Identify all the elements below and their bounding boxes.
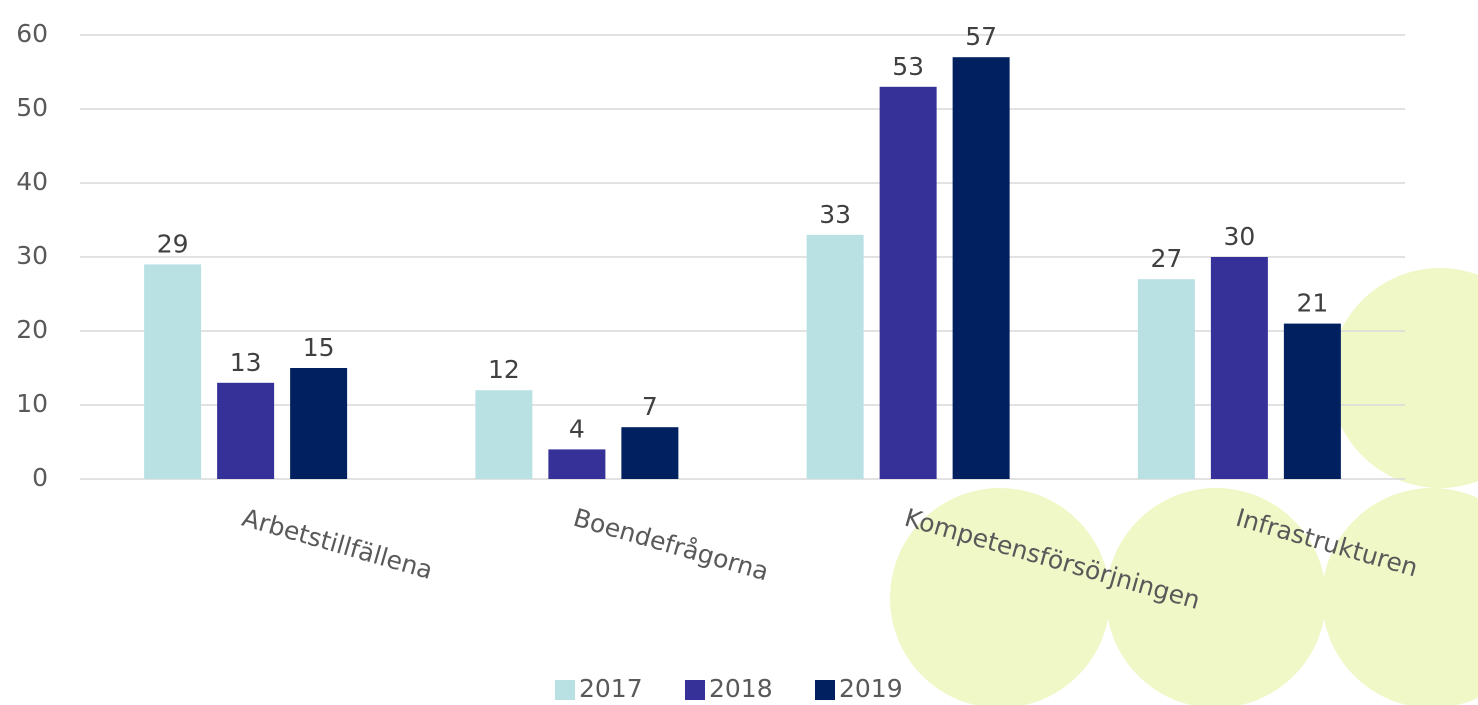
bar — [475, 390, 532, 479]
y-tick-label: 30 — [16, 241, 48, 270]
x-tick-label: Boendefrågorna — [570, 503, 772, 586]
bar — [1138, 279, 1195, 479]
bar — [953, 57, 1010, 479]
legend-label: 2019 — [839, 674, 903, 703]
y-tick-label: 0 — [32, 463, 48, 492]
legend-label: 2018 — [709, 674, 773, 703]
bar — [880, 87, 937, 479]
data-label: 21 — [1296, 289, 1328, 318]
data-label: 53 — [892, 52, 924, 81]
bar — [290, 368, 347, 479]
legend-swatch — [815, 680, 835, 700]
data-label: 57 — [965, 22, 997, 51]
bar — [217, 383, 274, 479]
legend-swatch — [555, 680, 575, 700]
bar — [807, 235, 864, 479]
x-tick-label: Arbetstillfällena — [239, 503, 436, 585]
data-label: 30 — [1223, 222, 1255, 251]
data-label: 4 — [569, 414, 585, 443]
bar — [144, 264, 201, 479]
y-tick-label: 10 — [16, 389, 48, 418]
bar — [1284, 324, 1341, 479]
y-tick-label: 50 — [16, 93, 48, 122]
data-label: 12 — [488, 355, 520, 384]
bar — [1211, 257, 1268, 479]
legend-swatch — [685, 680, 705, 700]
y-tick-label: 40 — [16, 167, 48, 196]
legend-label: 2017 — [579, 674, 643, 703]
chart: 0 10 20 30 40 50 60 Arbetstillfällena 29 13 15 Boen… — [0, 0, 1478, 705]
data-label: 15 — [303, 333, 335, 362]
data-label: 33 — [819, 200, 851, 229]
bar — [621, 427, 678, 479]
y-tick-label: 20 — [16, 315, 48, 344]
data-label: 13 — [230, 348, 262, 377]
data-label: 27 — [1150, 244, 1182, 273]
y-tick-label: 60 — [16, 19, 48, 48]
data-label: 7 — [642, 392, 658, 421]
data-label: 29 — [157, 229, 189, 258]
bar — [548, 449, 605, 479]
